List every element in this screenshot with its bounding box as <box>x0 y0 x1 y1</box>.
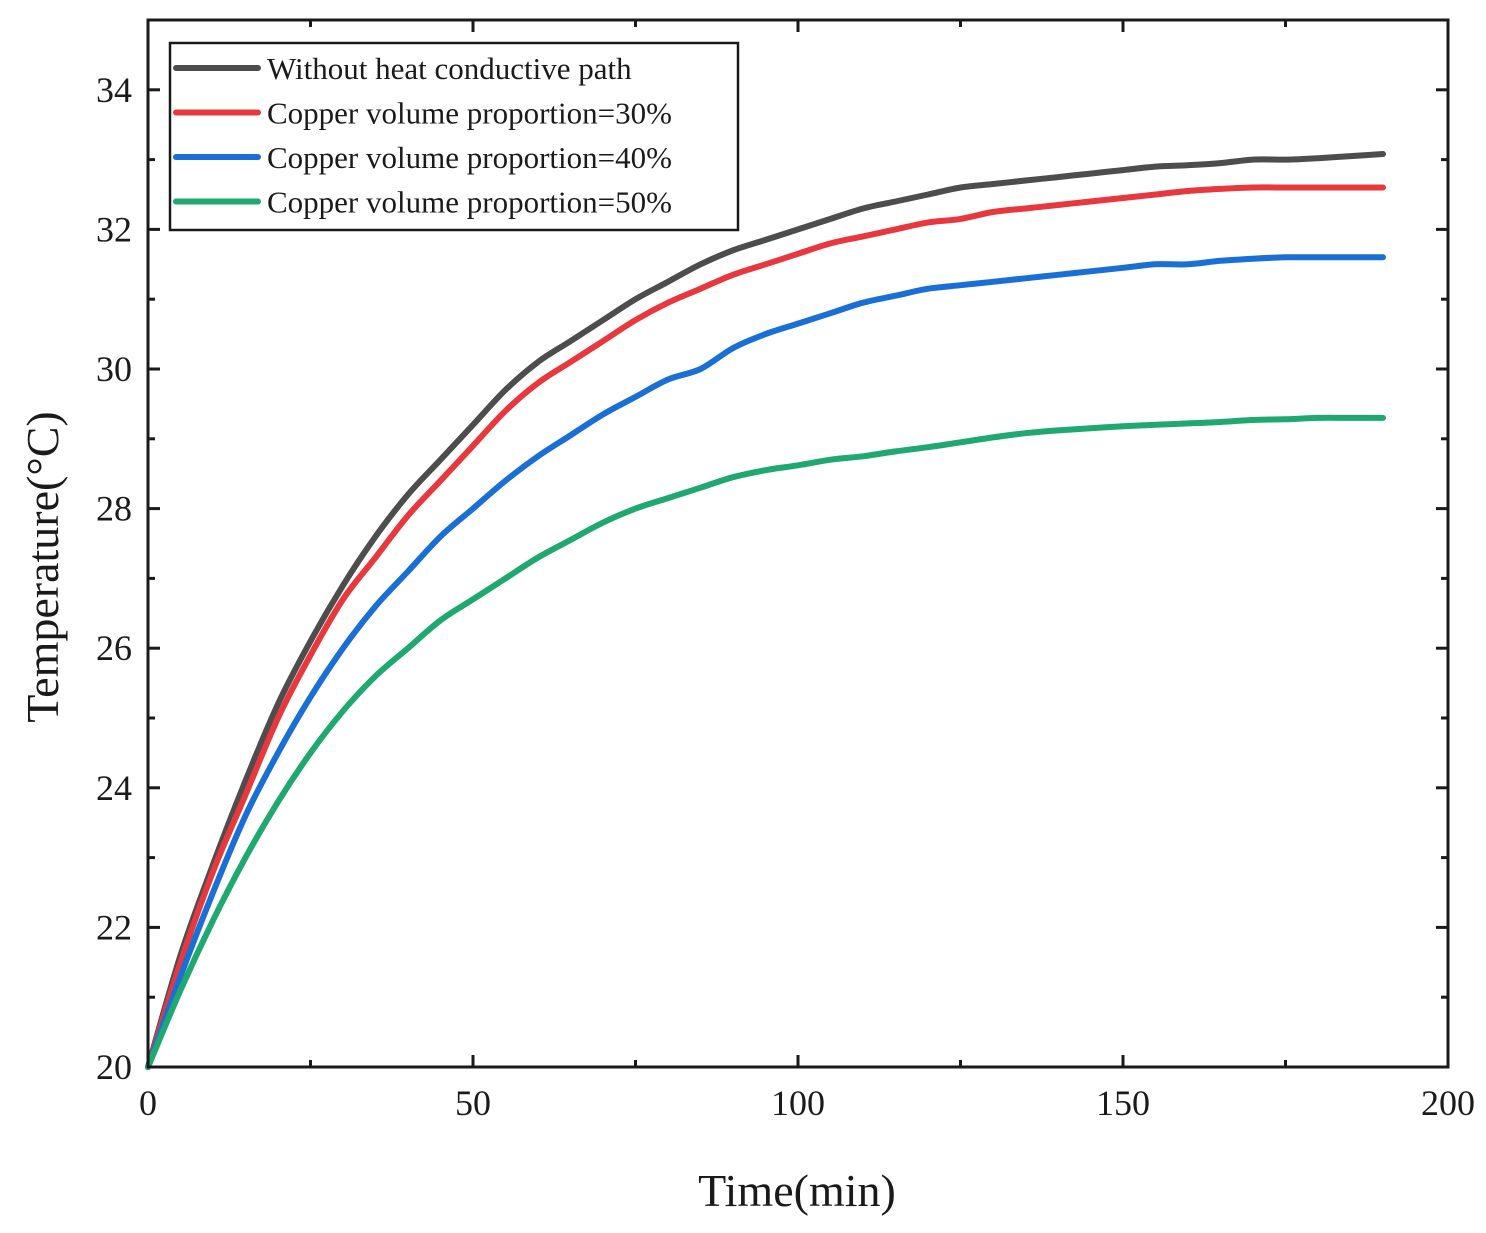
x-tick-label: 50 <box>455 1083 491 1123</box>
ticks-layer: 0 50 100 150 200 20 22 24 26 28 30 32 34 <box>96 20 1475 1123</box>
y-tick-label: 30 <box>96 349 132 389</box>
series-line-without-heat-conductive-path <box>145 151 1386 1070</box>
legend-label-copper-volume-proportion-30: Copper volume proportion=30% <box>267 96 672 131</box>
series-line-copper-volume-proportion-40 <box>145 254 1386 1070</box>
series-line-copper-volume-proportion-50 <box>145 414 1386 1070</box>
x-tick-label: 150 <box>1096 1083 1150 1123</box>
y-tick-label: 24 <box>96 768 132 808</box>
x-tick-label: 200 <box>1421 1083 1475 1123</box>
y-tick-label: 34 <box>96 70 132 110</box>
y-tick-label: 28 <box>96 489 132 529</box>
y-tick-label: 20 <box>96 1047 132 1087</box>
legend-label-copper-volume-proportion-50: Copper volume proportion=50% <box>267 185 672 220</box>
x-axis-title: Time(min) <box>698 1165 896 1216</box>
y-axis-title: Temperature(°C) <box>17 411 68 722</box>
y-tick-label: 32 <box>96 209 132 249</box>
series-layer <box>145 151 1386 1070</box>
legend-box <box>168 41 740 232</box>
y-tick-label: 22 <box>96 907 132 947</box>
legend-label-without-heat-conductive-path: Without heat conductive path <box>267 51 632 86</box>
y-tick-label: 26 <box>96 628 132 668</box>
x-tick-label: 100 <box>771 1083 825 1123</box>
x-tick-label: 0 <box>139 1083 157 1123</box>
series-line-copper-volume-proportion-30 <box>145 184 1386 1070</box>
legend: Without heat conductive path Copper volum… <box>168 41 740 232</box>
legend-label-copper-volume-proportion-40: Copper volume proportion=40% <box>267 140 672 175</box>
